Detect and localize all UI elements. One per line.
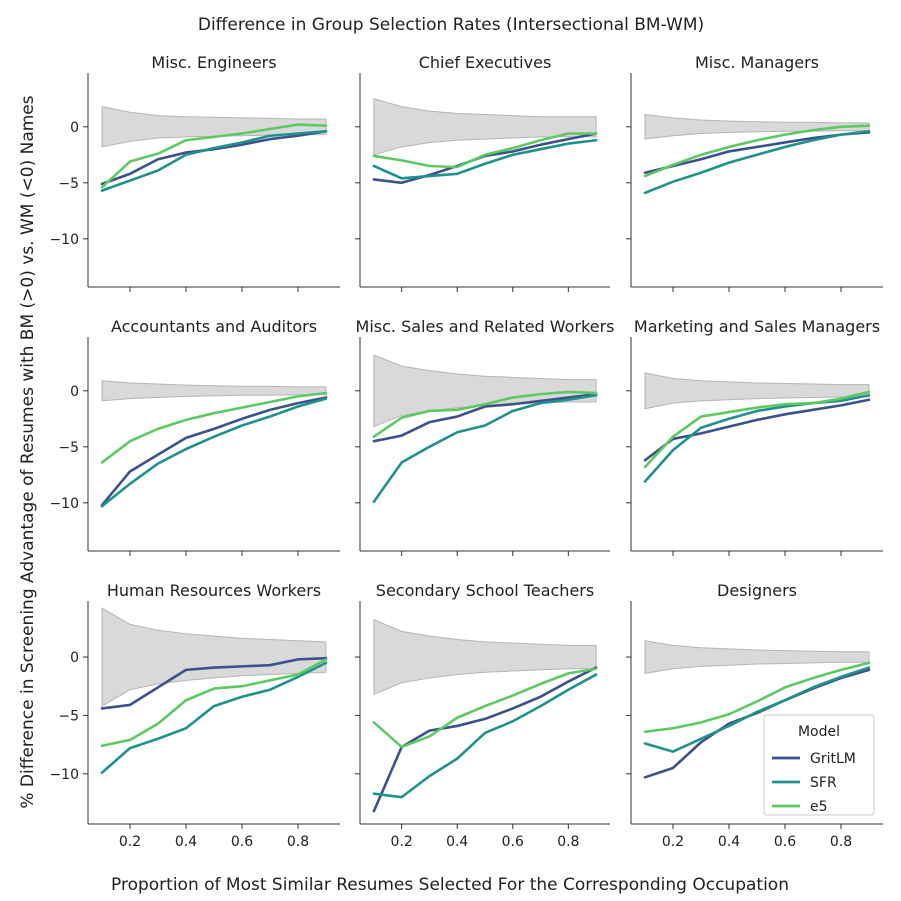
null-band: [101, 607, 327, 707]
x-tick-label: 0.6: [774, 834, 796, 850]
legend-label: SFR: [810, 775, 837, 791]
y-tick-label: −5: [58, 176, 79, 192]
series-line-sfr: [643, 393, 871, 483]
x-tick-label: 0.8: [287, 834, 309, 850]
panel-4: Misc. Sales and Related Workers: [355, 317, 614, 556]
series-line-e5: [100, 123, 328, 189]
x-tick-label: 0.8: [557, 834, 579, 850]
series-line-e5: [643, 390, 871, 469]
y-axis-label: % Difference in Screening Advantage of R…: [18, 95, 38, 808]
x-tick-label: 0.4: [446, 834, 468, 850]
y-tick-label: 0: [70, 650, 79, 666]
panel-title: Misc. Managers: [695, 53, 819, 72]
panel-title: Secondary School Teachers: [376, 581, 594, 600]
x-tick-label: 0.4: [718, 834, 740, 850]
y-tick-label: −5: [58, 440, 79, 456]
x-tick-label: 0.6: [231, 834, 253, 850]
legend-label: e5: [810, 799, 828, 815]
series-line-gritlm: [643, 398, 871, 462]
null-band: [101, 380, 327, 402]
series-line-sfr: [372, 673, 598, 799]
y-tick-label: 0: [70, 120, 79, 136]
y-tick-label: 0: [70, 384, 79, 400]
panel-title: Marketing and Sales Managers: [634, 317, 880, 336]
panel-2: Misc. Managers: [626, 53, 883, 292]
x-tick-label: 0.6: [502, 834, 524, 850]
legend-title: Model: [798, 724, 840, 740]
series-line-sfr: [643, 666, 871, 753]
series-line-e5: [643, 124, 871, 178]
null-band: [644, 640, 870, 674]
figure-title: Difference in Group Selection Rates (Int…: [198, 15, 704, 35]
legend-label: GritLM: [810, 751, 856, 767]
panel-1: Chief Executives: [355, 53, 610, 292]
y-tick-label: −10: [49, 232, 79, 248]
series-line-gritlm: [643, 131, 871, 175]
x-tick-label: 0.2: [391, 834, 413, 850]
series-line-e5: [372, 390, 598, 439]
x-axis-label: Proportion of Most Similar Resumes Selec…: [111, 875, 789, 895]
panel-title: Misc. Engineers: [151, 53, 276, 72]
panel-5: Marketing and Sales Managers: [626, 317, 883, 556]
series-line-sfr: [372, 393, 598, 503]
null-band: [101, 106, 327, 148]
panel-title: Designers: [717, 581, 797, 600]
panel-0: Misc. Engineers 0 −5 −10: [49, 53, 340, 292]
series-line-e5: [372, 132, 598, 169]
panel-6: Human Resources Workers 0 −5 −10 0.2 0.4 0.6 0.…: [49, 581, 340, 850]
legend: Model GritLM SFR e5: [763, 714, 875, 816]
series-line-sfr: [100, 129, 328, 192]
series-line-e5: [100, 658, 328, 748]
series-line-e5: [643, 661, 871, 734]
series-line-sfr: [100, 397, 328, 508]
series-line-gritlm: [100, 656, 328, 710]
series-line-gritlm: [372, 666, 598, 813]
x-tick-label: 0.4: [175, 834, 197, 850]
series-line-e5: [100, 391, 328, 464]
y-tick-label: −10: [49, 767, 79, 783]
series-line-gritlm: [100, 396, 328, 507]
null-band: [373, 98, 597, 156]
series-line-sfr: [372, 138, 598, 180]
x-tick-label: 0.2: [662, 834, 684, 850]
y-tick-label: −10: [49, 496, 79, 512]
y-tick-label: −5: [58, 708, 79, 724]
panels-grid: Misc. Engineers 0 −5 −10 Chief Executives Mis…: [49, 53, 883, 850]
panel-7: Secondary School Teachers 0.2 0.4 0.6 0.8: [355, 581, 610, 850]
series-line-gritlm: [372, 392, 598, 443]
series-line-e5: [372, 667, 598, 749]
x-tick-label: 0.8: [830, 834, 852, 850]
panel-title: Misc. Sales and Related Workers: [356, 317, 615, 336]
legend-box: [763, 714, 875, 816]
panel-8: Designers 0.2 0.4 0.6 0.8: [626, 581, 883, 850]
panel-title: Accountants and Auditors: [111, 317, 317, 336]
panel-title: Human Resources Workers: [107, 581, 321, 600]
null-band: [644, 372, 870, 410]
series-line-sfr: [643, 129, 871, 195]
panel-title: Chief Executives: [419, 53, 552, 72]
x-tick-label: 0.2: [119, 834, 141, 850]
series-line-sfr: [100, 661, 328, 774]
panel-3: Accountants and Auditors 0 −5 −10: [49, 317, 340, 556]
